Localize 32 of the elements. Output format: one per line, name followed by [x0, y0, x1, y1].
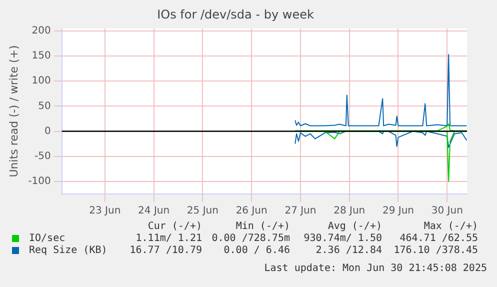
- x-tick-label: 26 Jun: [236, 206, 268, 217]
- text: Last update: Mon Jun 30 21:45:08 2025: [264, 263, 487, 274]
- y-tick-label: 100: [32, 76, 51, 87]
- text: 464.71 /62.55: [398, 233, 478, 244]
- text: Avg (-/+): [326, 221, 382, 232]
- text: 1.11m/ 1.21: [134, 233, 202, 244]
- y-tick-label: 150: [32, 50, 51, 62]
- legend-label: Req Size (KB): [28, 245, 108, 256]
- text: Max (-/+): [422, 221, 478, 232]
- text: 0.00 /728.75m: [210, 233, 290, 244]
- y-tick-label: 200: [32, 26, 51, 37]
- text: 0.00 / 6.46: [222, 245, 290, 256]
- y-tick-label: -50: [34, 150, 51, 162]
- text: 2.36 /12.84: [314, 245, 382, 256]
- text: 16.77 /10.79: [128, 245, 202, 256]
- x-tick-label: 28 Jun: [334, 206, 366, 217]
- x-tick-label: 25 Jun: [186, 206, 218, 217]
- y-axis-title: Units read (-) / write (+): [7, 45, 20, 178]
- y-tick-label: 50: [38, 100, 51, 112]
- x-tick-label: 27 Jun: [284, 206, 316, 217]
- text: 930.74m/ 1.50: [302, 233, 382, 244]
- chart-title: IOs for /dev/sda - by week: [157, 7, 314, 22]
- legend-label: IO/sec: [28, 233, 66, 244]
- x-tick-label: 30 Jun: [431, 206, 463, 217]
- text: 176.10 /378.45: [392, 245, 478, 256]
- x-tick-label: 23 Jun: [89, 206, 121, 217]
- text: Cur (-/+): [146, 221, 202, 232]
- x-tick-label: 29 Jun: [382, 206, 414, 217]
- text: Min (-/+): [234, 221, 290, 232]
- y-tick-label: 0: [44, 126, 51, 137]
- y-tick-label: -100: [28, 176, 51, 188]
- x-tick-label: 24 Jun: [138, 206, 170, 217]
